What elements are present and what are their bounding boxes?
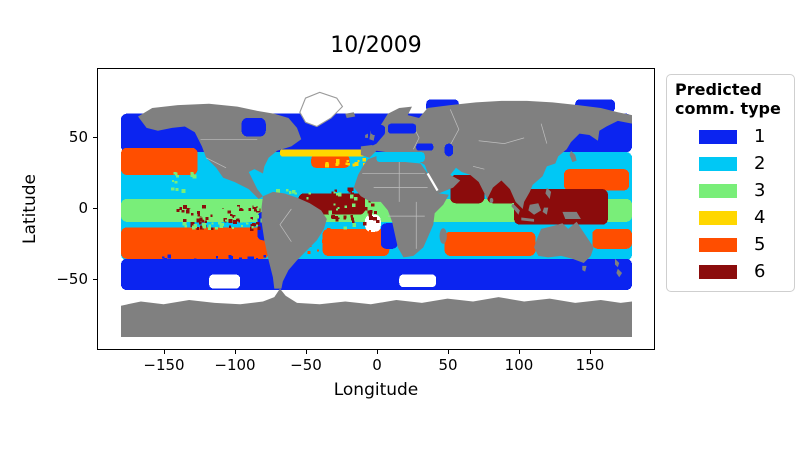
y-axis-label: Latitude (20, 174, 40, 244)
legend-swatch-1 (699, 129, 737, 144)
continent-eurasia (367, 100, 632, 209)
world-map (121, 91, 632, 337)
sakhalin-island (566, 132, 571, 144)
plot-area (97, 68, 655, 350)
y-tick-label: 50 (68, 128, 88, 146)
legend-entry: 4 (675, 206, 786, 228)
continent-australia (534, 221, 594, 264)
ireland-island (365, 133, 368, 138)
legend-entry: 5 (675, 233, 786, 255)
sumatra-island (511, 203, 520, 215)
x-tick-mark (164, 350, 166, 354)
x-tick-label: −150 (143, 356, 185, 374)
x-axis-label: Longitude (333, 380, 419, 400)
legend-label-6: 6 (754, 260, 766, 282)
marginal-sea-speckles (171, 171, 197, 193)
legend-label-5: 5 (754, 233, 766, 255)
x-tick-mark (306, 350, 308, 354)
x-tick-mark (519, 350, 521, 354)
tasmania-island (582, 265, 587, 272)
x-tick-mark (377, 350, 379, 354)
legend-entry: 3 (675, 179, 786, 201)
legend-label-3: 3 (754, 179, 766, 201)
continent-africa (353, 154, 449, 258)
legend-title: Predicted comm. type (675, 80, 786, 119)
x-tick-label: 150 (575, 356, 605, 374)
legend-swatch-6 (699, 264, 737, 279)
sri-lanka-island (489, 197, 494, 204)
x-tick-mark (448, 350, 450, 354)
greenland-ice (299, 91, 344, 128)
new-zealand-north (614, 258, 620, 268)
x-tick-mark (235, 350, 237, 354)
legend-swatch-3 (699, 183, 737, 198)
x-tick-label: 0 (372, 356, 382, 374)
legend-swatch-2 (699, 156, 737, 171)
y-tick-mark (93, 208, 97, 210)
y-tick-label: −50 (56, 270, 88, 288)
sulawesi-island (542, 207, 549, 215)
y-tick-mark (93, 137, 97, 139)
legend-box: Predicted comm. type 1 2 3 4 5 6 (666, 74, 795, 292)
madagascar-island (439, 228, 447, 244)
continent-south-america (261, 191, 327, 289)
japan-islands (569, 150, 577, 163)
chart-title: 10/2009 (330, 33, 422, 58)
red-sea (426, 172, 439, 192)
borneo-island (528, 203, 542, 215)
y-tick-mark (93, 279, 97, 281)
country-borders (200, 109, 548, 249)
legend-entry: 6 (675, 260, 786, 282)
legend-entry: 1 (675, 125, 786, 147)
y-tick-label: 0 (78, 199, 88, 217)
x-tick-label: 100 (504, 356, 534, 374)
legend-label-1: 1 (754, 125, 766, 147)
iceland-island (345, 112, 356, 118)
legend-title-line2: comm. type (675, 98, 781, 118)
philippines-islands (545, 187, 552, 200)
x-tick-label: 50 (438, 356, 458, 374)
x-tick-mark (590, 350, 592, 354)
legend-label-2: 2 (754, 152, 766, 174)
continent-antarctica (121, 288, 632, 337)
marginal-seas (241, 117, 454, 163)
legend-label-4: 4 (754, 206, 766, 228)
legend-title-line1: Predicted (675, 80, 762, 99)
legend-swatch-4 (699, 210, 737, 225)
legend-swatch-5 (699, 237, 737, 252)
x-tick-label: −50 (290, 356, 322, 374)
x-tick-label: −100 (214, 356, 256, 374)
legend-entry: 2 (675, 152, 786, 174)
new-guinea-island (562, 211, 581, 219)
